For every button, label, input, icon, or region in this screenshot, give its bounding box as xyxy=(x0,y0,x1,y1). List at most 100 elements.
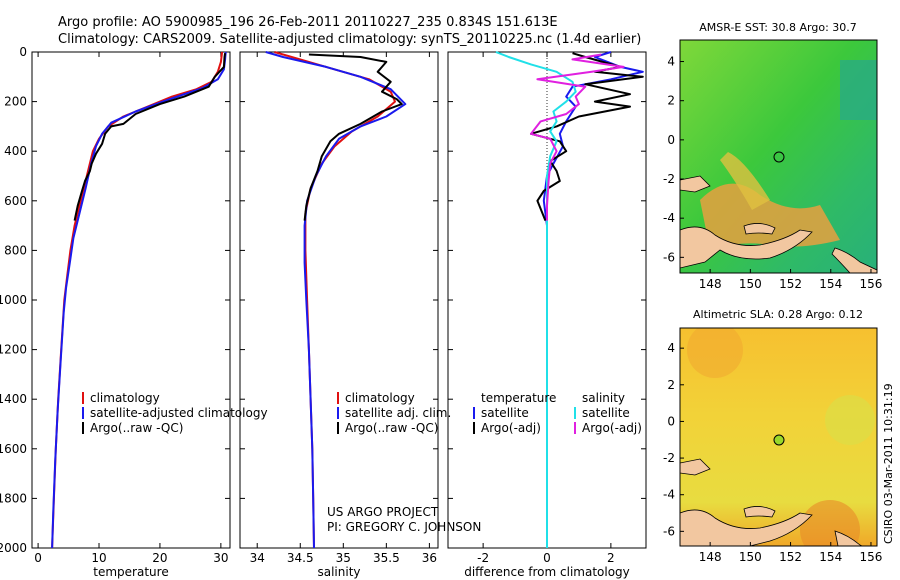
y-tick-label: 1600 xyxy=(0,442,27,456)
x-tick-label: -2 xyxy=(477,551,489,565)
y-tick-label: 400 xyxy=(4,144,27,158)
sla-map-frame xyxy=(679,327,878,547)
legend-label-climatology: climatology xyxy=(345,391,415,405)
header-line-2: Climatology: CARS2009. Satellite-adjuste… xyxy=(58,32,641,47)
y-tick-label: 1800 xyxy=(0,491,27,505)
y-tick-label: 1000 xyxy=(0,293,27,307)
x-tick-label: 34 xyxy=(250,551,265,565)
sla-high-patch xyxy=(687,328,743,378)
x-tick-label: 35 xyxy=(336,551,351,565)
x-tick-label: 0 xyxy=(543,551,551,565)
sla-map-title: Altimetric SLA: 0.28 Argo: 0.12 xyxy=(693,308,863,321)
plot-frame xyxy=(31,51,231,549)
legend-label-argo: Argo(..raw -QC) xyxy=(90,421,183,435)
sla-land xyxy=(680,458,863,546)
legend-label-satellite-sal: satellite xyxy=(582,406,630,420)
y-tick-label: 1400 xyxy=(0,392,27,406)
map-x-tick-label: 148 xyxy=(699,277,722,291)
x-tick-label: 2 xyxy=(607,551,615,565)
sla-argo-marker xyxy=(773,434,785,446)
map-y-tick-label: -4 xyxy=(663,488,675,502)
map-y-tick-label: 0 xyxy=(667,133,675,147)
sla-high-patch xyxy=(800,500,860,546)
x-axis-label: temperature xyxy=(93,565,168,579)
legend-label-argo-sal: Argo(-adj) xyxy=(582,421,642,435)
plot-frame xyxy=(239,51,439,549)
series-line xyxy=(73,53,227,221)
map-x-tick-label: 156 xyxy=(860,277,883,291)
series-line xyxy=(530,53,625,221)
sla-map-axes: 148 150 152 154 156 4 2 0 -2 -4 -6 xyxy=(663,341,882,564)
sst-map-title: AMSR-E SST: 30.8 Argo: 30.7 xyxy=(699,21,857,34)
y-tick-label: 200 xyxy=(4,95,27,109)
x-tick-label: 36 xyxy=(422,551,437,565)
series-line xyxy=(495,51,577,548)
legend-label-satellite: satellite adj. clim. xyxy=(345,406,451,420)
y-tick-label: 1200 xyxy=(0,343,27,357)
map-y-tick-label: 4 xyxy=(667,55,675,69)
x-tick-label: 20 xyxy=(152,551,167,565)
legend-label-climatology: climatology xyxy=(90,391,160,405)
map-x-tick-label: 152 xyxy=(779,550,802,564)
legend-heading-salinity: salinity xyxy=(582,391,625,405)
map-x-tick-label: 156 xyxy=(860,550,883,564)
sla-low-patch xyxy=(825,395,875,445)
map-y-tick-label: -6 xyxy=(663,524,675,538)
series-line xyxy=(265,51,407,549)
x-tick-label: 34.5 xyxy=(287,551,314,565)
legend-heading-temperature: temperature xyxy=(481,391,556,405)
credit-line-2: PI: GREGORY C. JOHNSON xyxy=(327,520,481,534)
sst-land xyxy=(680,175,877,273)
map-y-tick-label: 2 xyxy=(667,94,675,108)
series-line xyxy=(51,51,224,549)
legend-label-argo: Argo(..raw -QC) xyxy=(345,421,438,435)
difference-legend: temperature satellite Argo(-adj) salinit… xyxy=(473,391,642,435)
side-stamp: CSIRO 03-Mar-2011 10:31:19 xyxy=(882,383,895,544)
map-x-tick-label: 150 xyxy=(739,550,762,564)
sla-map: Altimetric SLA: 0.28 Argo: 0.12 148 150 15… xyxy=(663,308,882,564)
sst-argo-marker xyxy=(773,151,785,163)
legend-label-satellite-temp: satellite xyxy=(481,406,529,420)
temperature-legend: climatology satellite-adjusted climatolo… xyxy=(82,391,268,435)
legend-label-argo-temp: Argo(-adj) xyxy=(481,421,541,435)
sst-cool-patch xyxy=(840,60,877,120)
map-x-tick-label: 154 xyxy=(819,550,842,564)
series-line xyxy=(51,51,227,549)
map-y-tick-label: 2 xyxy=(667,378,675,392)
sst-map-axes: 148 150 152 154 156 4 2 0 -2 -4 -6 xyxy=(663,55,882,291)
credit-line-1: US ARGO PROJECT xyxy=(327,505,439,519)
sst-map: AMSR-E SST: 30.8 Argo: 30.7 148 150 152 154… xyxy=(663,21,882,291)
map-y-tick-label: -2 xyxy=(663,172,675,186)
map-x-tick-label: 148 xyxy=(699,550,722,564)
y-tick-label: 600 xyxy=(4,194,27,208)
map-y-tick-label: 4 xyxy=(667,341,675,355)
series-line xyxy=(274,51,396,549)
y-tick-label: 2000 xyxy=(0,541,27,555)
temperature-panel: 0 10 20 30 0 200 400 600 800 1000 1200 1400 1600 1800… xyxy=(0,45,231,579)
sst-map-frame xyxy=(679,39,878,274)
sst-warm-streak xyxy=(720,152,770,210)
x-axis-label: salinity xyxy=(317,565,360,579)
x-tick-label: 35.5 xyxy=(373,551,400,565)
map-y-tick-label: -6 xyxy=(663,250,675,264)
x-tick-label: 0 xyxy=(34,551,42,565)
header-line-1: Argo profile: AO 5900985_196 26-Feb-2011… xyxy=(58,15,558,30)
series-line xyxy=(530,52,644,221)
map-x-tick-label: 152 xyxy=(779,277,802,291)
salinity-panel: 34 34.5 35 35.5 36 salinity xyxy=(239,51,439,579)
series-line xyxy=(303,53,403,221)
map-x-tick-label: 150 xyxy=(739,277,762,291)
y-tick-label: 800 xyxy=(4,243,27,257)
y-tick-label: 0 xyxy=(19,45,27,59)
salinity-legend: climatology satellite adj. clim. Argo(..… xyxy=(337,391,451,435)
legend-label-satellite: satellite-adjusted climatology xyxy=(90,406,268,420)
map-y-tick-label: -2 xyxy=(663,451,675,465)
map-y-tick-label: -4 xyxy=(663,211,675,225)
x-tick-label: 30 xyxy=(213,551,228,565)
map-y-tick-label: 0 xyxy=(667,414,675,428)
map-x-tick-label: 154 xyxy=(819,277,842,291)
x-tick-label: 10 xyxy=(91,551,106,565)
x-axis-label: difference from climatology xyxy=(464,565,630,579)
